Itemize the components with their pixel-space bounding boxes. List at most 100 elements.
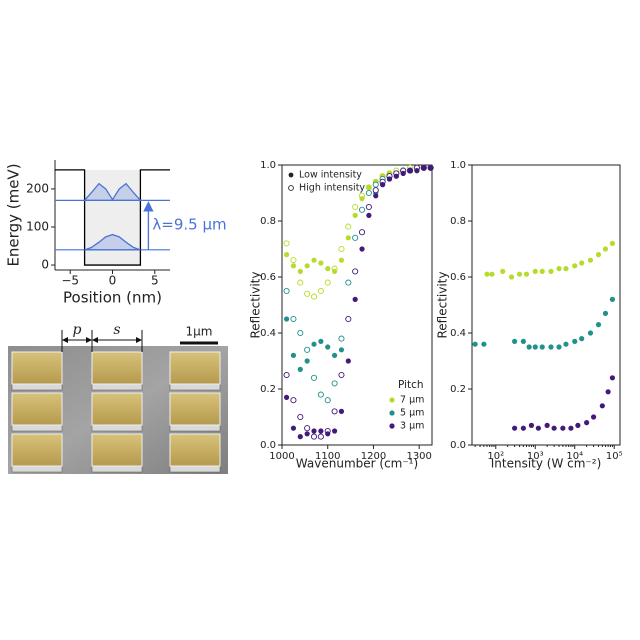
x-tick-label: 0 (109, 274, 117, 288)
y-tick-label: 0 (41, 258, 49, 272)
point (528, 422, 535, 428)
point-high (297, 279, 304, 286)
point (338, 408, 345, 414)
point (539, 268, 545, 274)
legend-label: 3 μm (400, 421, 424, 432)
point (359, 246, 365, 252)
point (318, 338, 324, 344)
point-high (290, 397, 297, 404)
point (526, 344, 532, 350)
point-high (352, 234, 359, 241)
point (481, 341, 487, 347)
point (366, 184, 372, 190)
point (548, 268, 554, 274)
point (311, 428, 317, 434)
point (500, 268, 506, 274)
point (572, 338, 578, 344)
y-tick-label: 0.2 (450, 384, 466, 395)
point (472, 341, 478, 347)
point-high (358, 206, 366, 213)
y-tick-label: 0.4 (260, 328, 276, 339)
point (609, 375, 616, 381)
point-high (365, 189, 372, 197)
sem-label: p (73, 322, 82, 338)
point (297, 434, 303, 440)
point (297, 268, 303, 274)
point-high (365, 203, 372, 211)
scale-bar-label: 1μm (186, 325, 213, 339)
y-tick-label: 0.8 (450, 216, 466, 227)
point (311, 257, 317, 263)
y-tick-label: 1.0 (450, 160, 466, 171)
point-high (290, 257, 297, 264)
point (325, 344, 331, 350)
point-high (290, 315, 297, 323)
point (331, 268, 338, 274)
point (579, 336, 585, 342)
point-high (372, 187, 379, 194)
point-high (358, 229, 366, 236)
point (352, 296, 358, 302)
point (352, 212, 358, 218)
point-high (352, 268, 359, 275)
x-axis-label: Intensity (W cm⁻²) (491, 457, 602, 471)
legend-label: High intensity (299, 183, 365, 194)
point (318, 260, 324, 266)
point (359, 196, 365, 202)
point (345, 358, 351, 364)
point (366, 212, 372, 218)
point (544, 422, 550, 428)
point (304, 431, 310, 437)
point (407, 168, 413, 174)
point-high (352, 203, 359, 211)
point (602, 310, 609, 316)
legend-marker (389, 397, 395, 403)
point (520, 338, 526, 344)
x-tick-label: −5 (61, 274, 79, 288)
sem-image: p s 1μm (8, 322, 228, 474)
potential (55, 169, 170, 266)
point (532, 268, 538, 274)
point (587, 257, 594, 263)
point (563, 266, 569, 272)
point (373, 193, 379, 199)
point (290, 263, 297, 269)
point (551, 425, 557, 431)
point (512, 425, 518, 431)
wavefunction (83, 182, 142, 201)
y-tick-label: 0.0 (260, 440, 276, 451)
well-region (84, 169, 141, 266)
point (428, 165, 434, 171)
point (605, 389, 611, 395)
point (380, 182, 386, 188)
point-high (324, 279, 331, 286)
point (575, 422, 581, 428)
y-tick-label: 0.6 (260, 272, 276, 283)
x-tick-label: 10³ (527, 451, 544, 462)
legend-marker (288, 172, 294, 178)
point (599, 403, 605, 409)
point (338, 347, 345, 353)
point-high (283, 287, 290, 295)
point-high (297, 413, 304, 421)
plot-frame (471, 164, 621, 446)
x-axis-label: Wavenumber (cm⁻¹) (296, 457, 418, 471)
point (587, 330, 594, 336)
point-high (304, 290, 311, 297)
point (290, 425, 297, 431)
plot-frame (281, 164, 433, 446)
point (595, 322, 602, 328)
point (325, 266, 331, 272)
annotation: λ=9.5 μm (152, 216, 226, 234)
point (548, 344, 554, 350)
point (311, 341, 317, 347)
point (535, 425, 541, 431)
point (283, 316, 290, 322)
point (414, 168, 420, 174)
point (568, 425, 574, 431)
point (386, 176, 393, 182)
y-axis-label: Energy (meV) (5, 163, 23, 266)
point-high (317, 433, 324, 440)
x-tick-label: 1000 (269, 451, 294, 462)
